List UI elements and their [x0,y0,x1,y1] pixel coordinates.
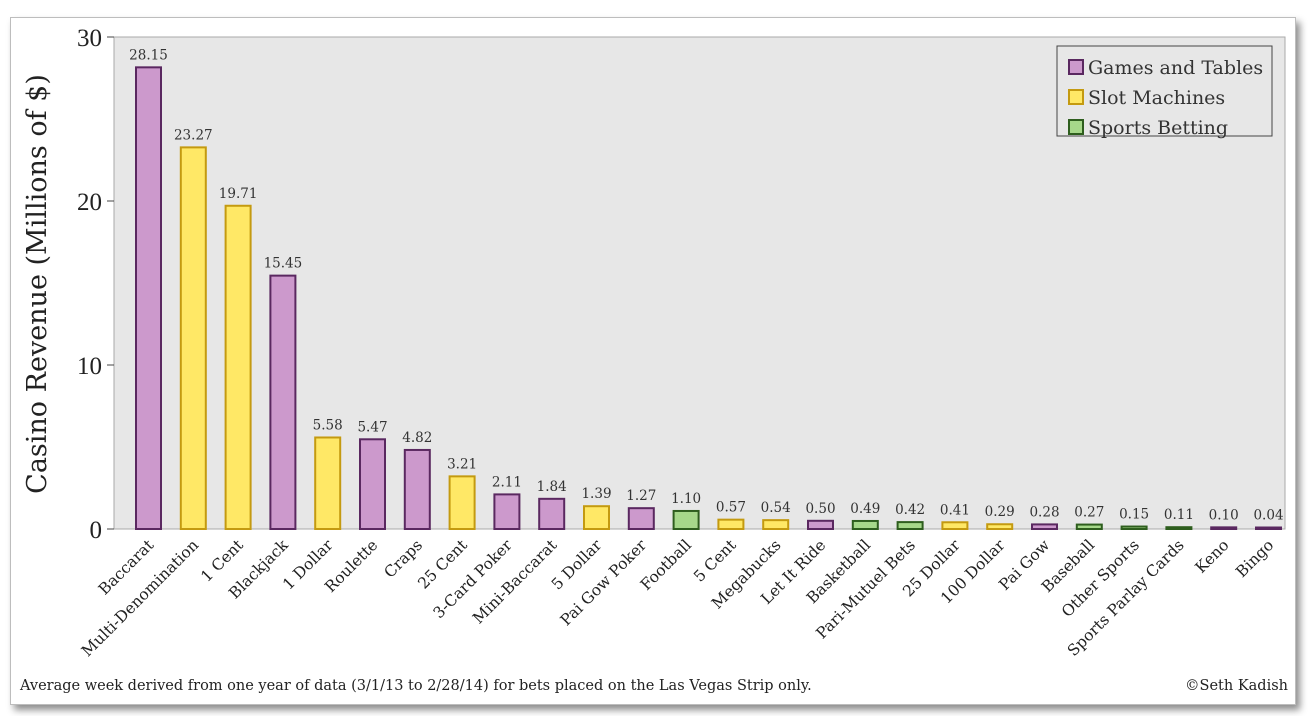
bar-1-cent [224,204,252,530]
bar-series [135,66,1282,531]
data-label: 5.47 [357,419,387,435]
bar-multi-denomination [179,146,207,530]
bar-mini-baccarat [538,497,566,531]
bar-25-dollar [941,521,969,531]
bar-megabucks [762,519,790,530]
data-label: 15.45 [264,256,303,272]
data-label: 0.10 [1209,507,1239,523]
legend-label: Slot Machines [1088,87,1225,109]
legend-label: Sports Betting [1088,117,1228,139]
data-label: 0.54 [761,500,791,516]
y-tick-label: 0 [90,517,103,544]
bar-5-cent [717,518,745,530]
bar-pari-mutuel-bets [896,521,924,530]
bar-baccarat [135,66,162,530]
footer-note: Average week derived from one year of da… [20,678,812,694]
data-label: 0.29 [985,504,1015,520]
legend-swatch [1068,89,1084,105]
legend-box [1056,45,1273,137]
data-label: 5.58 [313,417,343,433]
x-category-label: Keno [1192,536,1233,577]
y-tick-label: 20 [77,189,102,216]
data-label: 0.28 [1029,504,1059,520]
data-label: 0.15 [1119,507,1149,523]
x-category-label: Bingo [1232,536,1277,581]
data-label: 23.27 [174,127,213,143]
y-tick-label: 10 [77,353,102,380]
bar-bingo [1255,526,1282,530]
data-label: 0.04 [1253,508,1283,524]
bar-basketball [851,519,879,530]
bar-3-card-poker [493,493,521,530]
bar-pai-gow-poker [627,507,655,530]
data-label: 28.15 [129,47,168,63]
data-label: 0.27 [1074,505,1104,521]
bar-1-dollar [314,436,342,531]
bar-blackjack [269,274,297,530]
data-label: 0.49 [850,501,880,517]
y-axis: 0 10 20 30 [77,25,114,544]
data-label: 3.21 [447,456,477,472]
bar-baseball [1075,523,1103,531]
data-label: 19.71 [219,186,258,202]
bar-25-cent [448,475,476,530]
data-label: 1.27 [626,488,656,504]
data-label: 0.42 [895,502,925,518]
legend-swatch [1068,119,1084,135]
legend-swatch [1068,59,1084,75]
data-labels: 28.15 23.27 19.71 15.45 5.58 5.47 4.82 3.21 2.11… [129,47,1283,523]
credit: ©Seth Kadish [1185,678,1288,694]
data-label: 0.11 [1164,507,1194,523]
data-label: 0.50 [805,501,835,517]
legend: Games and Tables Slot Machines Sports Bett… [1056,45,1273,139]
bar-100-dollar [986,523,1014,531]
bar-sports-parlay-cards [1165,526,1193,530]
data-label: 2.11 [492,474,522,490]
y-axis-label: Casino Revenue (Millions of $) [22,74,53,494]
x-category-label: Other Sports [1058,536,1143,621]
x-category-label: 3-Card Poker [430,536,516,622]
bar-5-dollar [583,505,610,531]
bar-football [672,509,700,530]
bar-pai-gow [1031,523,1058,531]
data-label: 1.10 [671,491,701,507]
bar-roulette [359,438,386,530]
y-tick-label: 30 [77,25,102,52]
bar-craps [403,448,431,530]
data-label: 0.57 [716,500,746,516]
data-label: 1.84 [537,479,567,495]
data-label: 1.39 [581,486,611,502]
bar-let-it-ride [807,519,834,530]
data-label: 0.41 [940,502,970,518]
bar-keno [1210,526,1238,530]
legend-label: Games and Tables [1088,57,1263,79]
bar-other-sports [1120,525,1148,530]
data-label: 4.82 [402,430,432,446]
